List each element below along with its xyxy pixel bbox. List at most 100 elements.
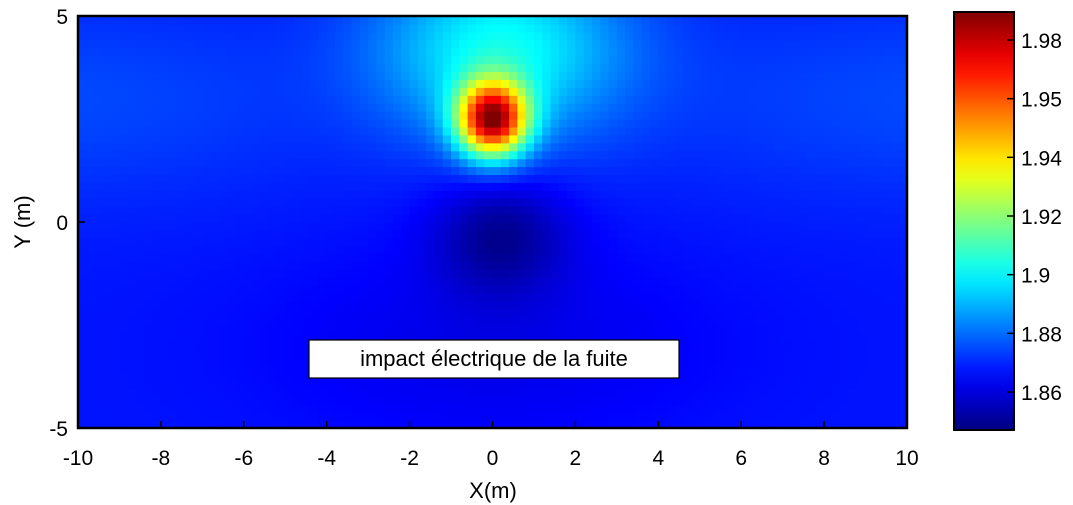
heatmap-cell (260, 134, 270, 144)
heatmap-cell (824, 348, 833, 358)
heatmap-cell (426, 103, 436, 112)
heatmap-cell (840, 182, 850, 191)
heatmap-cell (542, 95, 552, 104)
heatmap-cell (583, 301, 593, 310)
heatmap-cell (243, 404, 253, 413)
heatmap-cell (235, 222, 245, 231)
heatmap-cell (633, 134, 643, 144)
heatmap-cell (500, 198, 510, 207)
heatmap-cell (650, 166, 659, 176)
heatmap-cell (567, 269, 576, 279)
heatmap-cell (832, 340, 842, 350)
heatmap-cell (600, 277, 610, 286)
heatmap-cell (144, 372, 154, 382)
heatmap-cell (708, 412, 717, 421)
heatmap-cell (475, 277, 485, 286)
heatmap-cell (815, 325, 825, 334)
heatmap-cell (741, 174, 751, 183)
heatmap-cell (343, 237, 353, 247)
heatmap-cell (434, 229, 444, 239)
heatmap-cell (393, 134, 402, 144)
heatmap-cell (127, 253, 137, 263)
heatmap-cell (185, 31, 195, 41)
heatmap-cell (583, 134, 593, 144)
heatmap-cell (666, 150, 676, 160)
heatmap-cell (102, 293, 112, 302)
heatmap-cell (882, 55, 892, 65)
heatmap-cell (699, 317, 709, 326)
heatmap-cell (202, 340, 212, 350)
heatmap-cell (160, 174, 170, 183)
heatmap-cell (699, 126, 709, 136)
heatmap-cell (293, 150, 303, 160)
heatmap-cell (492, 111, 502, 120)
heatmap-cell (840, 142, 850, 152)
heatmap-cell (857, 237, 867, 247)
heatmap-cell (368, 380, 378, 389)
heatmap-cell (824, 79, 833, 88)
heatmap-cell (194, 174, 203, 183)
heatmap-cell (492, 309, 502, 318)
heatmap-cell (865, 87, 875, 96)
heatmap-cell (334, 95, 344, 104)
heatmap-cell (376, 190, 386, 199)
heatmap-cell (766, 190, 775, 199)
heatmap-cell (252, 301, 261, 310)
heatmap-cell (824, 388, 833, 397)
heatmap-cell (807, 47, 817, 57)
heatmap-cell (301, 55, 311, 65)
heatmap-cell (683, 229, 693, 239)
heatmap-cell (368, 206, 378, 215)
heatmap-cell (359, 293, 369, 302)
heatmap-cell (550, 150, 560, 160)
heatmap-cell (127, 31, 137, 41)
heatmap-cell (285, 166, 295, 176)
heatmap-cell (782, 372, 792, 382)
heatmap-cell (102, 404, 112, 413)
heatmap-cell (890, 237, 900, 247)
heatmap-cell (699, 356, 709, 366)
heatmap-cell (252, 420, 261, 429)
heatmap-cell (393, 261, 402, 271)
heatmap-cell (160, 198, 170, 207)
heatmap-cell (824, 325, 833, 334)
heatmap-cell (426, 277, 436, 286)
heatmap-cell (865, 301, 875, 310)
heatmap-cell (591, 134, 601, 144)
heatmap-cell (542, 285, 552, 294)
heatmap-cell (152, 404, 162, 413)
heatmap-cell (210, 95, 220, 104)
heatmap-cell (451, 325, 460, 334)
heatmap-cell (658, 31, 668, 41)
heatmap-cell (641, 332, 651, 342)
heatmap-cell (152, 420, 162, 429)
heatmap-cell (674, 182, 684, 191)
heatmap-cell (757, 261, 767, 271)
heatmap-cell (840, 47, 850, 57)
heatmap-cell (782, 63, 792, 73)
heatmap-cell (144, 412, 154, 421)
heatmap-cell (608, 301, 618, 310)
heatmap-cell (268, 166, 278, 176)
heatmap-cell (799, 309, 809, 318)
heatmap-cell (227, 134, 237, 144)
heatmap-cell (873, 126, 883, 136)
heatmap-cell (840, 95, 850, 104)
heatmap-cell (94, 388, 104, 397)
heatmap-cell (119, 87, 129, 96)
heatmap-cell (144, 332, 154, 342)
heatmap-cell (177, 198, 187, 207)
heatmap-cell (716, 103, 726, 112)
heatmap-cell (857, 340, 867, 350)
heatmap-cell (882, 285, 892, 294)
heatmap-cell (882, 301, 892, 310)
heatmap-cell (658, 396, 668, 405)
heatmap-cell (732, 39, 742, 49)
heatmap-cell (368, 87, 378, 96)
heatmap-cell (467, 119, 477, 128)
heatmap-cell (840, 293, 850, 302)
heatmap-cell (202, 79, 212, 88)
heatmap-cell (757, 364, 767, 374)
heatmap-cell (160, 214, 170, 223)
heatmap-cell (334, 261, 344, 271)
